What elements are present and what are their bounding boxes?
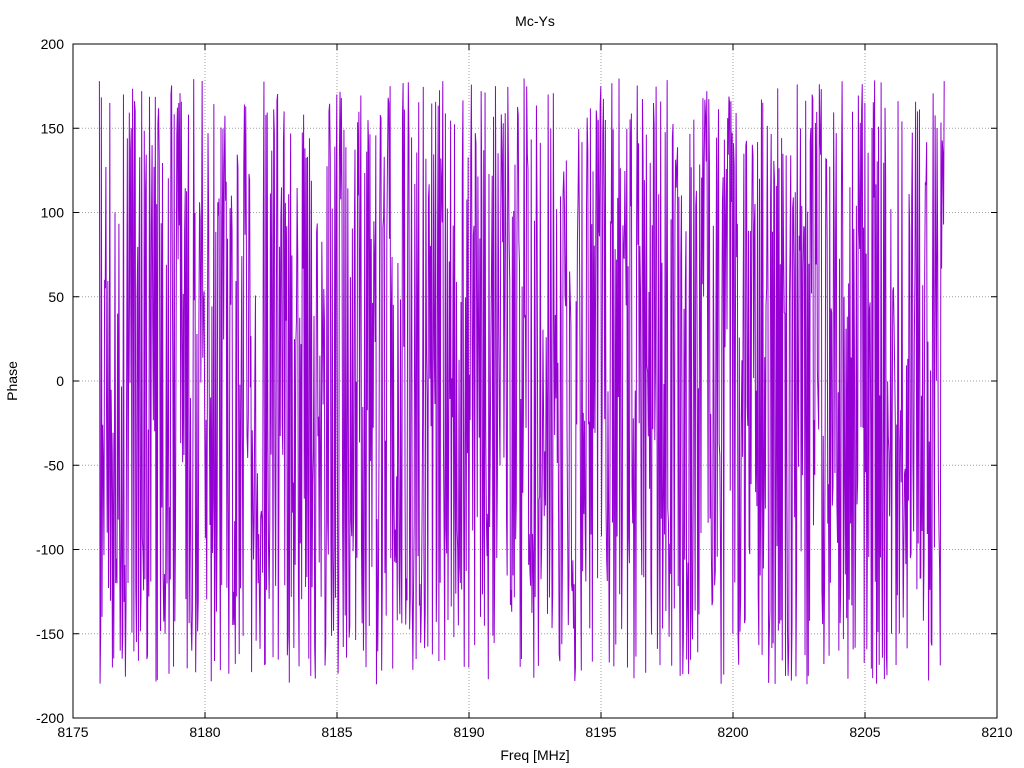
- x-tick-label: 8205: [849, 724, 880, 740]
- x-tick-label: 8200: [717, 724, 748, 740]
- series-line: [98, 78, 945, 685]
- y-tick-label: -150: [36, 626, 64, 642]
- y-tick-label: -100: [36, 542, 64, 558]
- x-tick-label: 8175: [57, 724, 88, 740]
- chart-title: Mc-Ys: [515, 13, 555, 29]
- y-axis-label: Phase: [4, 361, 20, 401]
- y-tick-label: 50: [48, 289, 64, 305]
- x-axis-label: Freq [MHz]: [500, 747, 569, 763]
- x-tick-label: 8195: [585, 724, 616, 740]
- x-axis-ticks: 8175 8180 8185 8190 8195 8200 8205 8210: [57, 44, 1013, 740]
- x-tick-label: 8210: [981, 724, 1012, 740]
- y-tick-label: 100: [41, 205, 65, 221]
- x-tick-label: 8180: [189, 724, 220, 740]
- x-tick-label: 8190: [453, 724, 484, 740]
- y-tick-label: 200: [41, 36, 65, 52]
- y-tick-label: 0: [56, 373, 64, 389]
- y-tick-label: 150: [41, 120, 65, 136]
- x-tick-label: 8185: [321, 724, 352, 740]
- y-tick-label: -200: [36, 710, 64, 726]
- y-tick-label: -50: [44, 457, 64, 473]
- series-mc-ys: [98, 78, 945, 685]
- y-axis-ticks: -200 -150 -100 -50 0 50 100 150 200: [36, 36, 997, 726]
